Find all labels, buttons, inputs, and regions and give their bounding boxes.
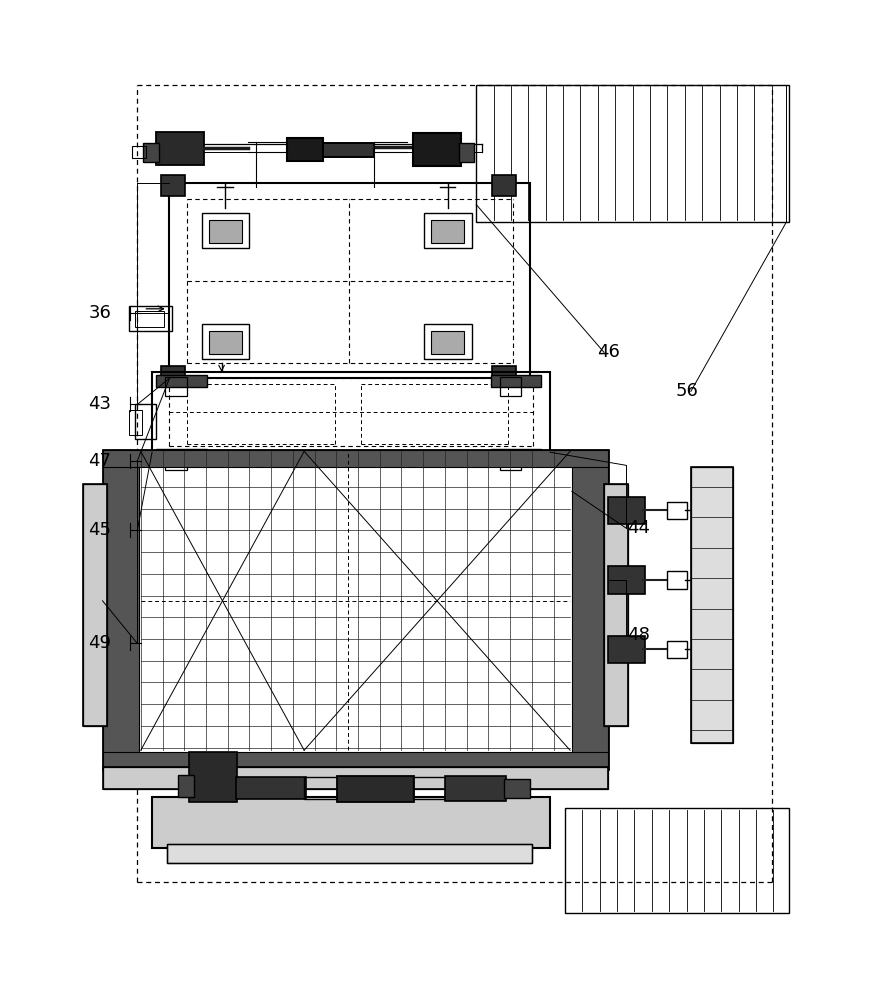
Bar: [431, 220, 464, 243]
Bar: [608, 636, 645, 663]
Bar: [103, 450, 139, 769]
Bar: [103, 450, 608, 467]
Bar: [161, 366, 185, 387]
Bar: [287, 138, 323, 161]
Text: 44: 44: [627, 519, 650, 537]
Bar: [143, 143, 159, 162]
Bar: [476, 85, 789, 222]
Bar: [83, 484, 107, 726]
Bar: [178, 775, 194, 797]
Text: 43: 43: [89, 395, 111, 413]
Bar: [152, 797, 550, 848]
Bar: [667, 502, 687, 519]
Bar: [413, 777, 446, 799]
Bar: [209, 331, 242, 354]
Bar: [129, 410, 142, 435]
Bar: [667, 641, 687, 658]
Text: 47: 47: [89, 452, 111, 470]
Bar: [500, 377, 521, 396]
Bar: [604, 484, 628, 726]
Bar: [103, 450, 139, 769]
Bar: [504, 779, 530, 798]
Bar: [424, 324, 472, 359]
Bar: [691, 467, 733, 743]
Bar: [431, 331, 464, 354]
Bar: [156, 449, 207, 461]
Bar: [156, 132, 204, 165]
Bar: [152, 372, 550, 452]
Text: 46: 46: [597, 343, 620, 361]
Bar: [572, 450, 608, 769]
Bar: [572, 450, 608, 769]
Bar: [565, 808, 789, 913]
Bar: [323, 143, 374, 157]
Bar: [424, 213, 472, 248]
Bar: [476, 85, 789, 222]
Bar: [565, 808, 789, 913]
Text: 45: 45: [89, 521, 111, 539]
Bar: [491, 375, 541, 387]
Bar: [413, 133, 461, 166]
Bar: [132, 146, 146, 158]
Bar: [608, 566, 645, 594]
Bar: [608, 497, 645, 524]
Bar: [169, 183, 530, 378]
Bar: [445, 776, 506, 801]
Bar: [161, 175, 185, 196]
Bar: [304, 777, 337, 799]
Bar: [604, 484, 628, 726]
Bar: [236, 777, 306, 799]
Bar: [103, 450, 608, 467]
Bar: [103, 752, 608, 769]
Bar: [337, 776, 414, 802]
Text: 48: 48: [627, 626, 650, 644]
Bar: [691, 467, 733, 743]
Bar: [202, 324, 249, 359]
Text: 56: 56: [675, 382, 698, 400]
Bar: [209, 220, 242, 243]
Bar: [120, 459, 591, 756]
Bar: [202, 213, 249, 248]
Bar: [156, 375, 207, 387]
Bar: [83, 484, 107, 726]
Bar: [103, 767, 608, 789]
Bar: [103, 767, 608, 789]
Text: 49: 49: [89, 634, 111, 652]
Bar: [167, 844, 532, 863]
Bar: [500, 450, 521, 470]
Bar: [667, 571, 687, 589]
Bar: [491, 449, 541, 461]
Bar: [152, 797, 550, 848]
Bar: [167, 844, 532, 863]
Bar: [135, 311, 164, 327]
Bar: [135, 404, 156, 439]
Bar: [189, 752, 237, 802]
Text: 36: 36: [89, 304, 111, 322]
Bar: [165, 377, 187, 396]
Bar: [459, 143, 474, 162]
Bar: [129, 306, 172, 331]
Bar: [103, 450, 608, 769]
Bar: [492, 175, 516, 196]
Bar: [165, 450, 187, 470]
Bar: [492, 366, 516, 387]
Bar: [103, 752, 608, 769]
